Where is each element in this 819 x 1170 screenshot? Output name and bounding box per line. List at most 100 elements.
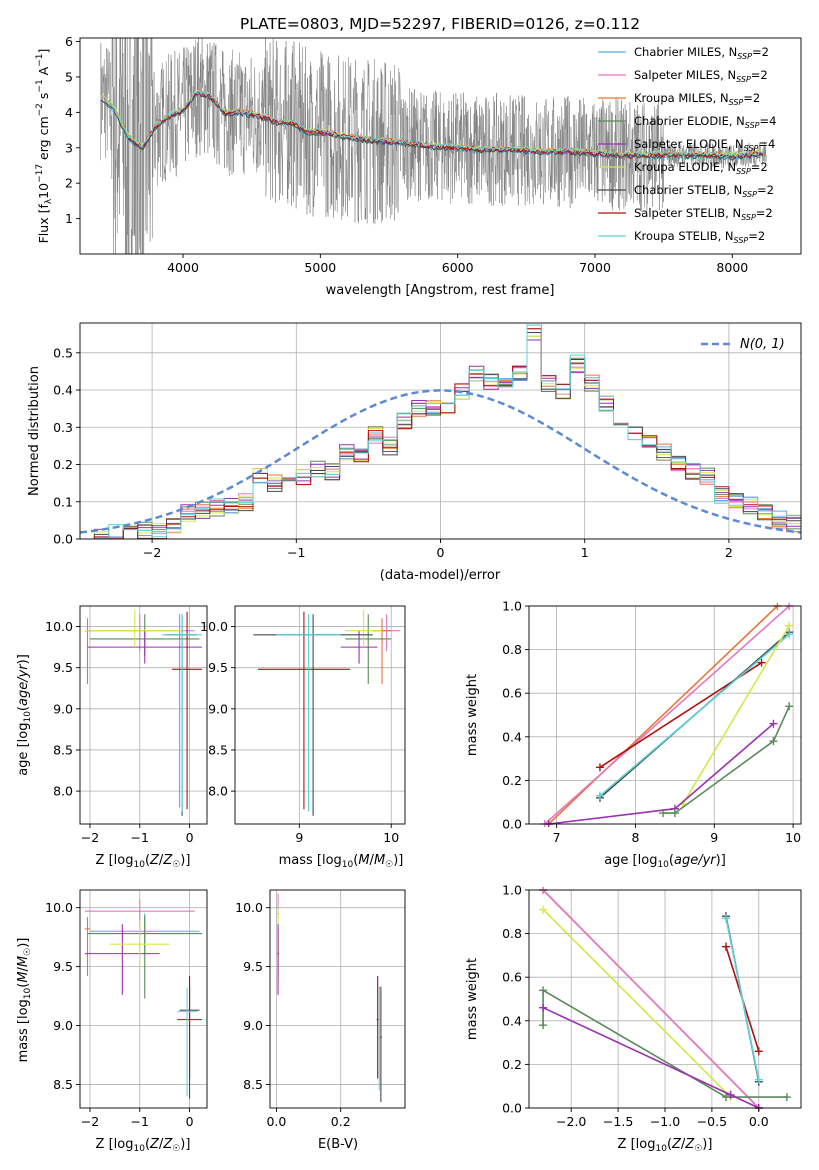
legend-entry: Salpeter STELIB, NSSP=2 [634, 206, 773, 222]
mass-vs-metallicity-panel: −2 −1 0 8.5 9.0 9.5 10.0 Z [log10(Z/Z☉)] mass [l… [16, 889, 208, 1154]
weight-vs-age-panel: 7 8 9 10 0.0 0.2 0.4 0.6 0.8 1.0 mass weight age [l… [465, 599, 802, 870]
metallicity-xlabel: Z [log10(Z/Z☉)] [96, 1137, 191, 1154]
mass-vs-ebv-panel: 0.0 0.2 8.5 9.0 9.5 10.0 E(B-V) [235, 889, 406, 1152]
y-tick-label: 2 [65, 176, 73, 191]
x-tick-label: 5000 [304, 260, 336, 275]
model-line-kroupa-stelib [100, 90, 764, 159]
legend-entry: Kroupa MILES, NSSP=2 [634, 91, 760, 107]
weight-marker [539, 986, 548, 995]
y-tick-label: 9.0 [208, 701, 228, 716]
age-vs-mass-panel: 9 10 8.0 8.5 9.0 9.5 10.0 mass [log10(M/M☉)] [200, 605, 406, 870]
x-tick-label: 7000 [579, 260, 611, 275]
weight-marker [721, 914, 730, 923]
y-tick-label: 4 [65, 105, 73, 120]
metallicity-xlabel: Z [log10(Z/Z☉)] [618, 1137, 713, 1154]
y-tick-label: 0.2 [53, 457, 73, 472]
weight-plot-area [540, 603, 794, 827]
x-tick-label: −2 [81, 830, 99, 845]
y-tick-label: 0.3 [53, 420, 73, 435]
y-tick-label: 9.5 [53, 660, 73, 675]
y-tick-label: 0.0 [502, 817, 522, 832]
weight-line-kroupa-stelib [599, 633, 790, 797]
y-tick-label: 10.0 [235, 900, 263, 915]
y-tick-label: 9.5 [53, 959, 73, 974]
spectrum-plot-area [100, 38, 767, 254]
y-tick-label: 10.0 [200, 619, 228, 634]
residual-histogram-salpeter-stelib [80, 328, 801, 539]
errorbar-plot-area [253, 610, 401, 816]
x-tick-label: 6000 [442, 260, 474, 275]
weight-plot-area [539, 887, 791, 1111]
weight-line-kroupa-elodie [542, 909, 732, 1098]
mass-weight-ylabel: mass weight [465, 674, 480, 756]
weight-marker [785, 630, 794, 639]
x-tick-label: 10 [383, 830, 399, 845]
weight-line-salpeter-elodie [548, 723, 774, 825]
legend-entry: Salpeter ELODIE, NSSP=4 [634, 137, 775, 153]
normal-distribution-curve [80, 389, 801, 534]
spectrum-xlabel: wavelength [Angstrom, rest frame] [326, 283, 555, 298]
x-tick-label: −2 [143, 545, 161, 560]
x-tick-label: −1.0 [650, 1114, 680, 1129]
y-tick-label: 10.0 [45, 900, 73, 915]
spectrum-legend: Chabrier MILES, NSSP=2 Salpeter MILES, NS… [598, 45, 776, 245]
legend-entry: Kroupa ELODIE, NSSP=2 [634, 160, 768, 176]
histogram-plot-area [80, 324, 801, 539]
x-tick-label: 8000 [716, 260, 748, 275]
panel-frame [528, 605, 802, 825]
y-tick-label: 1.0 [502, 883, 522, 898]
y-tick-label: 0.4 [502, 729, 522, 744]
x-tick-label: 1 [581, 545, 589, 560]
x-tick-label: −0.5 [697, 1114, 727, 1129]
y-tick-label: 0.0 [53, 532, 73, 547]
weight-marker [754, 1047, 763, 1056]
weight-marker [539, 905, 548, 914]
y-tick-label: 0.0 [502, 1101, 522, 1116]
spectrum-panel: PLATE=0803, MJD=52297, FIBERID=0126, z=0… [35, 15, 802, 298]
model-line-kroupa-elodie [100, 89, 764, 158]
weight-line-salpeter-elodie [542, 1006, 760, 1109]
panel-frame [269, 889, 406, 1109]
weight-marker [782, 1093, 791, 1102]
y-tick-label: 0.1 [53, 494, 73, 509]
x-tick-label: 2 [725, 545, 733, 560]
x-tick-label: 10 [785, 830, 801, 845]
y-tick-label: 0.6 [502, 970, 522, 985]
weight-marker [754, 1075, 763, 1084]
x-tick-label: −1 [131, 830, 149, 845]
x-tick-label: −2 [81, 1114, 99, 1129]
ebv-xlabel: E(B-V) [318, 1137, 358, 1152]
model-line-chabrier-stelib [100, 92, 764, 161]
age-vs-metallicity-panel: −2 −1 0 8.0 8.5 9.0 9.5 10.0 Z [log10(Z/Z☉)] age … [16, 605, 208, 870]
y-tick-label: 9.5 [208, 660, 228, 675]
y-tick-label: 0.5 [53, 345, 73, 360]
y-tick-label: 9.5 [243, 959, 263, 974]
weight-line-kroupa-elodie [682, 625, 790, 805]
x-tick-label: −2.0 [556, 1114, 586, 1129]
weight-marker [769, 737, 778, 746]
y-tick-label: 5 [65, 69, 73, 84]
spectrum-title: PLATE=0803, MJD=52297, FIBERID=0126, z=0… [240, 15, 640, 33]
weight-marker [721, 1093, 730, 1102]
legend-entry: Chabrier STELIB, NSSP=2 [634, 183, 774, 199]
weight-marker [726, 1090, 735, 1099]
x-tick-label: 0 [186, 1114, 194, 1129]
weight-marker [670, 809, 679, 818]
errorbar-plot-area [277, 893, 382, 1103]
x-tick-label: 0 [437, 545, 445, 560]
histogram-legend: N(0, 1) [701, 337, 785, 352]
panel-frame [79, 605, 208, 825]
model-line-salpeter-stelib [127, 90, 763, 159]
weight-marker [785, 621, 794, 630]
y-tick-label: 1 [65, 211, 73, 226]
x-tick-label: 0.0 [749, 1114, 769, 1129]
y-tick-label: 9.0 [53, 701, 73, 716]
normal-legend-label: N(0, 1) [740, 337, 785, 352]
y-tick-label: 0.8 [502, 642, 522, 657]
x-tick-label: 0.2 [331, 1114, 351, 1129]
histogram-ylabel: Normed distribution [27, 366, 42, 496]
weight-marker [595, 763, 604, 772]
x-tick-label: 9 [710, 830, 718, 845]
weight-marker [539, 1003, 548, 1012]
